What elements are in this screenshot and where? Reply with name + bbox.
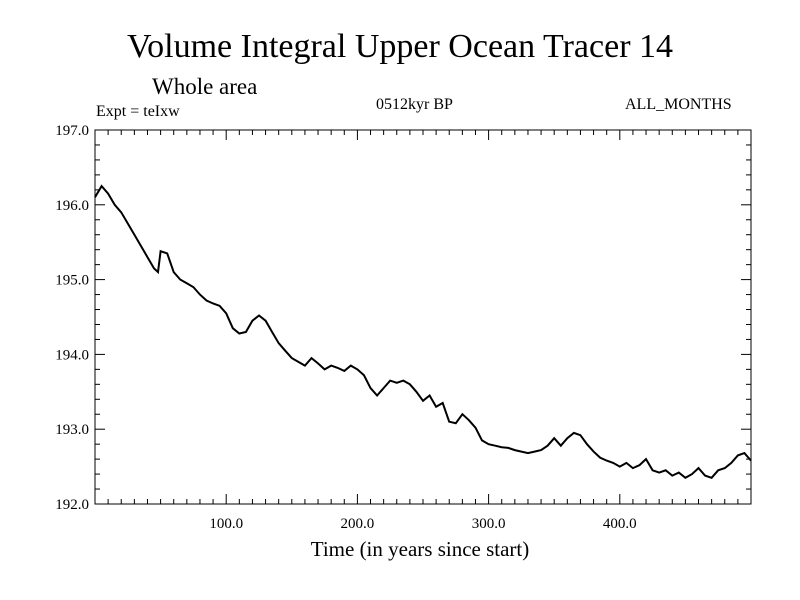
period-label: 0512kyr BP	[376, 96, 453, 113]
y-tick-label: 195.0	[55, 273, 89, 289]
x-tick-label: 200.0	[341, 516, 375, 532]
y-tick-label: 192.0	[55, 497, 89, 513]
months-label: ALL_MONTHS	[625, 96, 732, 113]
x-tick-label: 300.0	[472, 516, 506, 532]
experiment-label: Expt = teIxw	[96, 103, 180, 120]
tick-labels: 100.0 200.0 300.0 400.0 192.0 193.0 194.0 195.0…	[55, 123, 636, 532]
x-tick-label: 400.0	[603, 516, 637, 532]
y-tick-label: 194.0	[55, 347, 89, 363]
axis-ticks	[95, 130, 751, 504]
x-tick-label: 100.0	[209, 516, 243, 532]
chart-subtitle: Whole area	[152, 74, 258, 99]
y-tick-label: 193.0	[55, 422, 89, 438]
x-axis-label: Time (in years since start)	[310, 537, 530, 561]
y-tick-label: 197.0	[55, 123, 89, 139]
series-line	[94, 184, 752, 479]
y-tick-label: 196.0	[55, 198, 89, 214]
chart-title: Volume Integral Upper Ocean Tracer 14	[126, 28, 674, 65]
plot-frame	[94, 129, 752, 505]
